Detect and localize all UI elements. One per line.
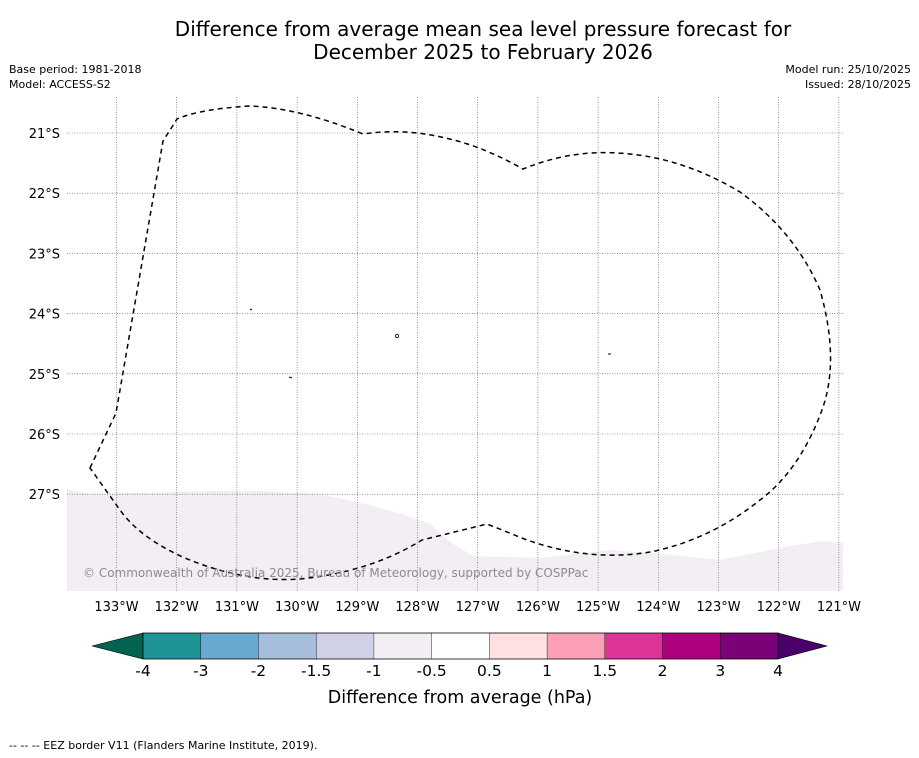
colorbar-segment (662, 632, 721, 660)
longitude-label: 132°W (155, 600, 199, 615)
longitude-label: 127°W (456, 600, 500, 615)
latitude-label: 27°S (29, 488, 60, 503)
longitude-labels: 133°W 132°W 131°W 130°W 129°W 128°W 127°W 126°W… (94, 600, 861, 615)
meta-left: Base period: 1981-2018 Model: ACCESS-S2 (9, 62, 141, 92)
colorbar-tick-label: 4 (773, 662, 783, 680)
colorbar-tick-labels: -4 -3 -2 -1.5 -1 -0.5 0.5 1 1.5 2 3 4 (135, 662, 783, 680)
latitude-label: 22°S (29, 187, 60, 202)
island-2 (394, 333, 399, 338)
colorbar-tick-label: 1 (542, 662, 552, 680)
longitude-label: 131°W (215, 600, 259, 615)
colorbar-tick-label: -3 (193, 662, 208, 680)
colorbar-tick-label: -4 (135, 662, 150, 680)
footnote: -- -- -- EEZ border V11 (Flanders Marine… (9, 739, 318, 752)
base-period: Base period: 1981-2018 (9, 63, 142, 76)
model-name: Model: ACCESS-S2 (9, 78, 111, 91)
longitude-label: 124°W (636, 600, 680, 615)
colorbar-segment (315, 632, 375, 660)
colorbar-segment (489, 632, 548, 660)
longitude-label: 129°W (335, 600, 379, 615)
colorbar-tick-label: -0.5 (417, 662, 447, 680)
colorbar-tick-label: 1.5 (592, 662, 617, 680)
colorbar-frame (142, 632, 779, 660)
island-3 (288, 376, 293, 379)
colorbar-segment (200, 632, 260, 660)
latitude-label: 25°S (29, 368, 60, 383)
longitude-label: 121°W (817, 600, 861, 615)
longitude-label: 122°W (757, 600, 801, 615)
colorbar-segment (546, 632, 606, 660)
colorbar-segment (604, 632, 664, 660)
longitude-label: 130°W (275, 600, 319, 615)
latitude-label: 23°S (29, 247, 60, 262)
gridlines (67, 97, 843, 591)
map-panel: © Commonwealth of Australia 2025, Bureau… (29, 97, 861, 615)
colorbar-tick-label: 0.5 (477, 662, 502, 680)
colorbar-tick-label: -2 (251, 662, 266, 680)
longitude-label: 128°W (395, 600, 439, 615)
colorbar-tick-label: 2 (658, 662, 668, 680)
colorbar-label: Difference from average (hPa) (328, 688, 593, 708)
latitude-label: 24°S (29, 308, 60, 323)
colorbar-segment (258, 632, 317, 660)
colorbar-extend-high (777, 632, 829, 660)
colorbar-segment (142, 632, 202, 660)
copyright-text: © Commonwealth of Australia 2025, Bureau… (83, 566, 588, 580)
colorbar-segments (142, 632, 779, 660)
colorbar-segment (431, 632, 490, 660)
meta-right: Model run: 25/10/2025 Issued: 28/10/2025 (785, 62, 911, 92)
longitude-label: 126°W (516, 600, 560, 615)
chart-title: Difference from average mean sea level p… (0, 18, 919, 64)
colorbar: -4 -3 -2 -1.5 -1 -0.5 0.5 1 1.5 2 3 4 Difference fr… (91, 632, 829, 708)
longitude-label: 125°W (576, 600, 620, 615)
title-line-2: December 2025 to February 2026 (313, 40, 653, 64)
colorbar-extend-low (91, 632, 144, 660)
colorbar-segment (373, 632, 433, 660)
latitude-labels: 21°S 22°S 23°S 24°S 25°S 26°S 27°S (29, 127, 60, 503)
eez-border (89, 105, 832, 581)
colorbar-tick-label: -1 (366, 662, 381, 680)
title-line-1: Difference from average mean sea level p… (174, 17, 792, 41)
longitude-label: 123°W (696, 600, 740, 615)
latitude-label: 26°S (29, 428, 60, 443)
island-1 (249, 308, 253, 311)
colorbar-tick-label: -1.5 (301, 662, 331, 680)
colorbar-tick-label: 3 (715, 662, 725, 680)
colorbar-segment (720, 632, 779, 660)
negative-anomaly-shading (67, 489, 843, 591)
issued-date: Issued: 28/10/2025 (804, 78, 911, 91)
longitude-label: 133°W (94, 600, 138, 615)
model-run: Model run: 25/10/2025 (785, 63, 911, 76)
latitude-label: 21°S (29, 127, 60, 142)
